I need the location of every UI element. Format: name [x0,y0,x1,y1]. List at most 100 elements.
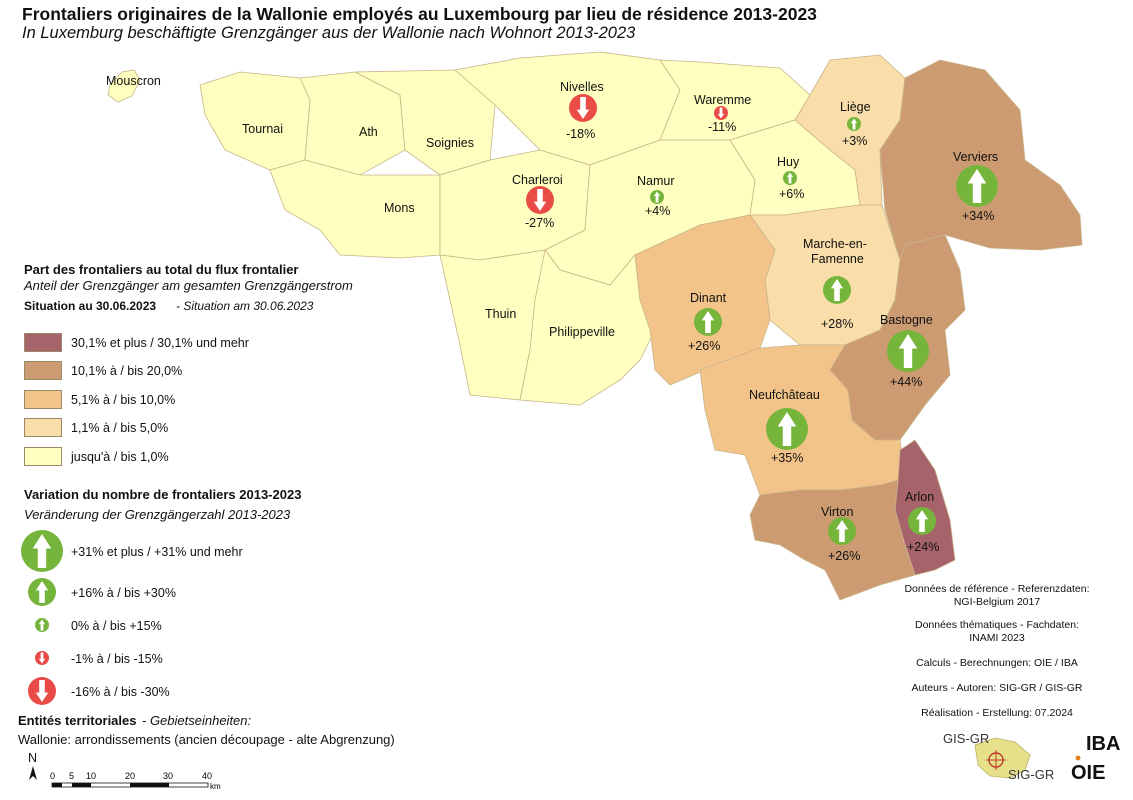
arrow-up-huy [783,171,797,185]
change-arlon: +24% [907,540,939,554]
legend-swatch-30-plus [24,333,62,352]
arrow-down-charleroi [526,186,554,214]
legend-label-10-20: 10,1% à / bis 20,0% [71,364,183,378]
change-huy: +6% [779,187,804,201]
change-virton: +26% [828,549,860,563]
label-dinant: Dinant [690,291,727,305]
label-ath: Ath [359,125,378,139]
credit-theme-line2: INAMI 2023 [969,632,1025,644]
arrow-down-waremme [714,106,728,120]
legend-situation-de: - Situation am 30.06.2023 [176,299,314,313]
change-bastogne: +44% [890,375,922,389]
legend-arrow-medium [28,578,56,606]
credit-ref: Données de référence - Referenzdaten: NG… [867,583,1127,609]
arrow-up-dinant [694,308,722,336]
arrow-up-neufchateau [766,408,808,450]
legend-label-1-5: 1,1% à / bis 5,0% [71,421,169,435]
legend-swatch-5-10 [24,390,62,409]
logo-sig-gr: SIG-GR [1008,767,1055,782]
scale-bar [51,782,209,788]
scale-tick-10: 10 [86,771,96,781]
arrow-up-verviers [956,165,998,207]
arrow-up-arlon [908,507,936,535]
logo-iba: IBA [1086,733,1121,755]
legend-variation-subtitle: Veränderung der Grenzgängerzahl 2013-202… [24,507,291,522]
credit-authors-line: Auteurs - Autoren: SIG-GR / GIS-GR [911,682,1083,694]
scale-tick-0: 0 [50,771,55,781]
legend-arrow-xlarge [21,530,63,572]
entities-de: - Gebietseinheiten: [142,713,252,728]
change-verviers: +34% [962,209,994,223]
region-mouscron [107,69,141,103]
legend-arrow-small-up [35,618,49,632]
credit-calc-line: Calculs - Berechnungen: OIE / IBA [916,657,1078,669]
scale-unit: km [210,782,221,791]
credit-theme-line1: Données thématiques - Fachdaten: [914,619,1080,631]
credit-calc: Calculs - Berechnungen: OIE / IBA [867,657,1127,670]
scale-tick-5: 5 [69,771,74,781]
legend-label-5-10: 5,1% à / bis 10,0% [71,393,176,407]
label-mouscron: Mouscron [106,74,161,88]
region-liege [794,54,906,206]
scale-tick-30: 30 [163,771,173,781]
region-philippeville [519,249,656,406]
legend-label-30-plus: 30,1% et plus / 30,1% und mehr [71,336,249,350]
label-namur: Namur [637,174,675,188]
label-philippeville: Philippeville [549,325,615,339]
label-waremme: Waremme [694,93,751,107]
legend-swatch-1-5 [24,418,62,437]
label-virton: Virton [821,505,853,519]
legend-arrow-large-down [28,677,56,705]
change-liege: +3% [842,134,867,148]
iba-dot [1075,755,1081,761]
legend-swatch-10-20 [24,361,62,380]
label-liege: Liège [840,100,871,114]
change-namur: +4% [645,204,670,218]
change-dinant: +26% [688,339,720,353]
legend-variation-small-down: -1% à / bis -15% [71,652,163,666]
credit-ref-line1: Données de référence - Referenzdaten: [904,583,1090,595]
legend-variation-xlarge: +31% et plus / +31% und mehr [71,545,243,559]
gis-gr-logo [974,737,1031,779]
credit-authors: Auteurs - Autoren: SIG-GR / GIS-GR [867,682,1127,695]
label-marche: Marche-en- [803,237,867,251]
label-neufchateau: Neufchâteau [749,388,820,402]
change-nivelles: -18% [566,127,595,141]
map-title: Frontaliers originaires de la Wallonie e… [22,4,817,24]
region-tournai [199,71,311,171]
legend-variation-small-up: 0% à / bis +15% [71,619,162,633]
change-waremme: -11% [708,120,736,134]
credit-ref-line2: NGI-Belgium 2017 [953,596,1041,608]
legend-share-title: Part des frontaliers au total du flux fr… [24,262,299,277]
legend-variation-medium: +16% à / bis +30% [71,586,176,600]
label-mons: Mons [384,201,415,215]
region-verviers [879,59,1083,262]
entities-title: Entités territoriales [18,713,137,728]
change-marche: +28% [821,317,853,331]
map-subtitle: In Luxemburg beschäftigte Grenzgänger au… [22,24,636,42]
label-thuin: Thuin [485,307,516,321]
legend-share-subtitle: Anteil der Grenzgänger am gesamten Grenz… [24,278,353,293]
credit-real: Réalisation - Erstellung: 07.2024 [867,707,1127,720]
scale-tick-20: 20 [125,771,135,781]
arrow-up-marche [823,276,851,304]
credit-real-line: Réalisation - Erstellung: 07.2024 [921,707,1073,719]
label-huy: Huy [777,155,800,169]
label-nivelles: Nivelles [560,80,604,94]
logo-oie: OIE [1071,762,1106,784]
arrow-up-virton [828,517,856,545]
legend-swatch-up-1 [24,447,62,466]
scale-tick-40: 40 [202,771,212,781]
arrow-up-liege [847,117,861,131]
label-verviers: Verviers [953,150,998,164]
legend-situation: Situation au 30.06.2023 [24,299,157,313]
legend-arrow-small-down [35,651,49,665]
arrow-up-namur [650,190,664,204]
label-arlon: Arlon [905,490,934,504]
legend-variation-large-down: -16% à / bis -30% [71,685,170,699]
north-arrow-icon [29,766,37,780]
legend-variation-title: Variation du nombre de frontaliers 2013-… [24,487,302,502]
label-soignies: Soignies [426,136,474,150]
arrow-up-bastogne [887,330,929,372]
